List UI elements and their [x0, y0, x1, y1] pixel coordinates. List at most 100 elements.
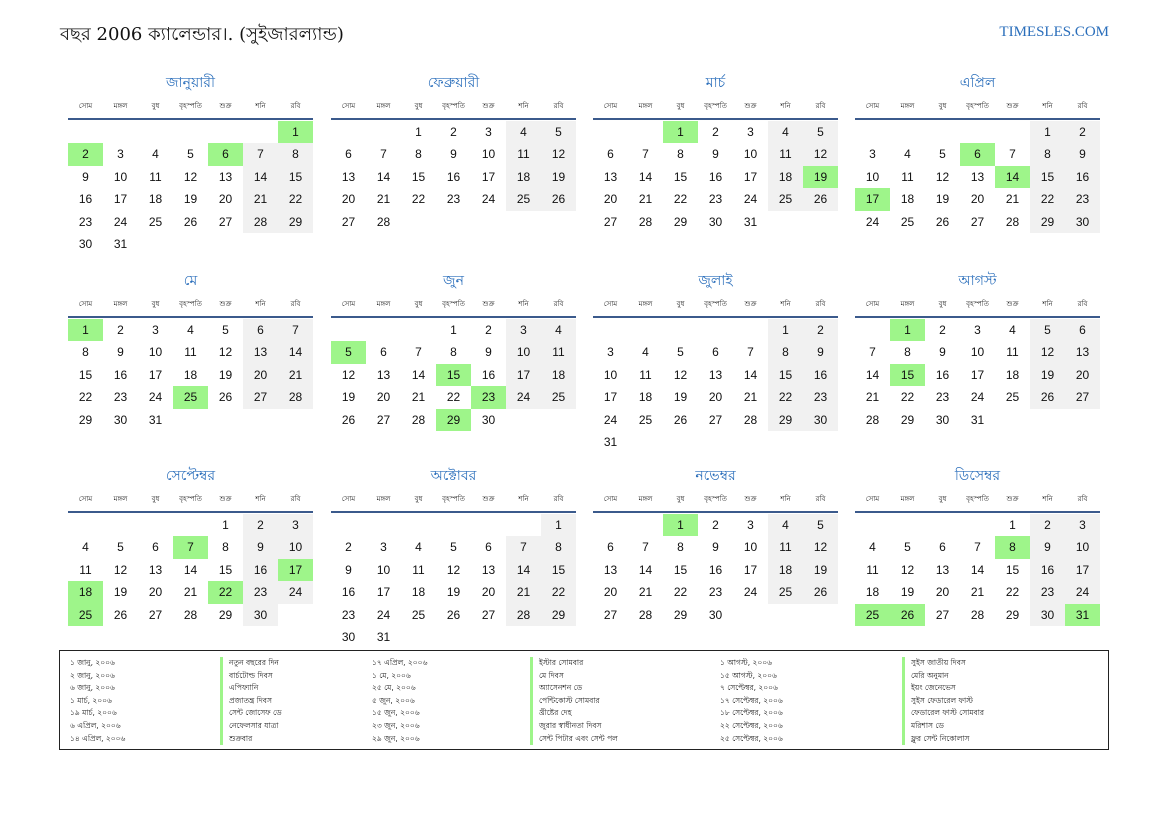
day-grid: 1 2 3 4 5 6 7 8 9 10 11 12 13 14 15 16 17 18 19 20 21 22 23 24 2… [855, 319, 1100, 431]
day-cell: 24 [148, 390, 163, 405]
weekday-label: বৃহস্পতি [704, 300, 727, 308]
day-cell: 17 [481, 169, 496, 184]
day-cell: 18 [541, 363, 576, 387]
day-cell: 15 [436, 363, 471, 387]
weekday-label: সোম [341, 495, 356, 503]
site-link[interactable]: TIMESLES.COM [999, 24, 1109, 40]
day-cell: 15 [1030, 165, 1065, 189]
holiday-date: ২ জানু, ২০০৬ [70, 670, 115, 680]
holiday-date: ২২ সেপ্টেম্বর, ২০০৬ [720, 720, 783, 730]
day-cell: 13 [970, 169, 985, 184]
holiday-date: ১৮ সেপ্টেম্বর, ২০০৬ [720, 708, 783, 718]
day-cell: 25 [506, 188, 541, 211]
day-cell: 5 [331, 341, 366, 364]
day-cell: 16 [243, 558, 278, 582]
day-cell: 22 [78, 390, 93, 405]
weekday-label: শুক্র [219, 102, 232, 110]
day-cell: 8 [450, 345, 457, 360]
day-cell: 1 [68, 319, 103, 342]
day-cell: 10 [970, 345, 985, 360]
day-cell: 3 [747, 518, 754, 532]
day-cell: 22 [278, 188, 313, 211]
day-cell: 29 [278, 210, 313, 233]
day-cell: 17 [970, 367, 985, 382]
day-cell: 14 [243, 165, 278, 189]
weekday-label: শুক্র [744, 300, 757, 308]
holiday-name: প্রজাতন্ত্র দিবস [220, 694, 282, 708]
weekday-label: মঙ্গল [113, 300, 128, 308]
day-cell: 2 [68, 143, 103, 166]
weekday-label: শনি [780, 300, 791, 308]
day-cell: 3 [152, 323, 159, 337]
day-cell: 13 [1065, 341, 1100, 364]
day-cell: 10 [1065, 536, 1100, 559]
holiday-name: ফেডারেল ফাস্ট সোমবার [902, 707, 984, 720]
day-cell: 5 [222, 323, 229, 337]
day-cell: 26 [341, 412, 356, 427]
weekday-label: রবি [815, 102, 826, 110]
day-cell: 25 [638, 412, 653, 427]
day-cell: 8 [677, 147, 684, 162]
weekday-label: মঙ্গল [900, 495, 915, 503]
holiday-date: ১৫ আগস্ট, ২০০৬ [720, 670, 777, 680]
day-cell: 20 [481, 585, 496, 600]
day-cell: 7 [642, 147, 649, 162]
weekday-label: শুক্র [1006, 102, 1019, 110]
weekday-label: বুধ [676, 300, 685, 308]
day-cell: 4 [506, 121, 541, 144]
holiday-legend: ১ জানু, ২০০৬ ২ জানু, ২০০৬ ৬ জানু, ২০০৬ ১ মা… [59, 650, 1109, 750]
day-cell: 19 [341, 390, 356, 405]
day-cell: 24 [1065, 581, 1100, 604]
day-cell: 22 [673, 585, 688, 600]
day-cell: 7 [173, 536, 208, 559]
day-cell: 19 [446, 585, 461, 600]
weekday-label: বুধ [938, 300, 947, 308]
day-cell: 18 [1005, 367, 1020, 382]
weekday-label: শনি [780, 495, 791, 503]
month-name: অক্টোবর [430, 468, 477, 484]
day-cell: 16 [935, 367, 950, 382]
day-cell: 20 [243, 363, 278, 387]
day-cell: 25 [900, 214, 915, 229]
day-cell: 14 [506, 558, 541, 582]
weekday-label: রবি [553, 300, 564, 308]
day-cell: 29 [673, 214, 688, 229]
day-cell: 9 [243, 536, 278, 559]
day-cell: 9 [712, 147, 719, 162]
weekday-label: বুধ [414, 102, 423, 110]
day-cell: 19 [803, 558, 838, 582]
day-cell: 24 [743, 585, 758, 600]
day-cell: 8 [82, 345, 89, 360]
weekday-label: মঙ্গল [638, 300, 653, 308]
day-cell: 3 [607, 345, 614, 360]
day-cell: 30 [341, 629, 356, 644]
day-cell: 28 [743, 412, 758, 427]
day-cell: 2 [803, 319, 838, 342]
day-cell: 1 [222, 518, 229, 532]
weekday-label: মঙ্গল [113, 495, 128, 503]
day-cell: 5 [117, 540, 124, 555]
day-cell: 19 [113, 585, 128, 600]
day-cell: 5 [450, 540, 457, 555]
day-cell: 20 [376, 390, 391, 405]
weekday-label: বুধ [414, 300, 423, 308]
day-cell: 12 [218, 345, 233, 360]
day-cell: 23 [243, 581, 278, 604]
weekday-label: রবি [1077, 495, 1088, 503]
day-cell: 2 [712, 518, 719, 532]
day-cell: 27 [243, 386, 278, 409]
day-cell: 16 [481, 367, 496, 382]
weekday-header: সোম মঙ্গল বুধ বৃহস্পতি শুক্র শনি রবি [855, 489, 1100, 513]
day-cell: 28 [278, 386, 313, 409]
day-cell: 6 [208, 143, 243, 166]
holiday-name: মরিশাস ডে [902, 719, 984, 733]
day-cell: 29 [436, 408, 471, 431]
holiday-date: ৭ সেপ্টেম্বর, ২০০৬ [720, 683, 778, 693]
day-cell: 5 [1030, 319, 1065, 342]
day-cell: 12 [341, 367, 356, 382]
day-cell: 24 [970, 390, 985, 405]
day-cell: 31 [970, 412, 985, 427]
day-cell: 24 [113, 214, 128, 229]
weekday-label: শুক্র [1006, 495, 1019, 503]
month-name: সেপ্টেম্বর [165, 468, 216, 484]
